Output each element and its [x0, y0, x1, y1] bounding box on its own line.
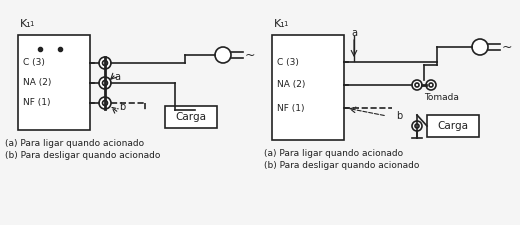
Text: K₁: K₁	[274, 19, 286, 29]
Text: b: b	[396, 111, 402, 121]
Circle shape	[99, 97, 111, 109]
Text: NA (2): NA (2)	[277, 81, 305, 90]
Circle shape	[102, 101, 108, 106]
Bar	[165, 106, 217, 128]
Text: (a) Para ligar quando acionado: (a) Para ligar quando acionado	[5, 139, 144, 148]
Text: K₁: K₁	[20, 19, 32, 29]
Text: NF (1): NF (1)	[23, 99, 50, 108]
Text: Carga: Carga	[176, 112, 206, 122]
Circle shape	[429, 83, 433, 87]
Circle shape	[426, 80, 436, 90]
Circle shape	[102, 61, 108, 65]
Text: Carga: Carga	[437, 121, 469, 131]
Text: NA (2): NA (2)	[23, 79, 51, 88]
Bar	[18, 35, 90, 130]
Text: C (3): C (3)	[277, 58, 299, 67]
Circle shape	[472, 39, 488, 55]
Text: (b) Para desligar quando acionado: (b) Para desligar quando acionado	[264, 160, 419, 169]
Circle shape	[99, 77, 111, 89]
Bar	[427, 115, 479, 137]
Text: ~: ~	[245, 49, 255, 61]
Circle shape	[415, 83, 419, 87]
Text: a: a	[351, 28, 357, 38]
Text: a: a	[114, 72, 120, 82]
Bar	[272, 35, 344, 140]
Text: (a) Para ligar quando acionado: (a) Para ligar quando acionado	[264, 148, 403, 157]
Circle shape	[99, 57, 111, 69]
Circle shape	[415, 124, 419, 128]
Circle shape	[412, 121, 422, 131]
Text: 1: 1	[29, 21, 33, 27]
Text: 1: 1	[283, 21, 288, 27]
Circle shape	[215, 47, 231, 63]
Text: NF (1): NF (1)	[277, 104, 305, 112]
Text: C (3): C (3)	[23, 58, 45, 68]
Circle shape	[412, 80, 422, 90]
Text: Tomada: Tomada	[424, 92, 459, 101]
Circle shape	[102, 81, 108, 86]
Text: (b) Para desligar quando acionado: (b) Para desligar quando acionado	[5, 151, 160, 160]
Text: ~: ~	[502, 40, 513, 54]
Text: b: b	[119, 102, 125, 112]
